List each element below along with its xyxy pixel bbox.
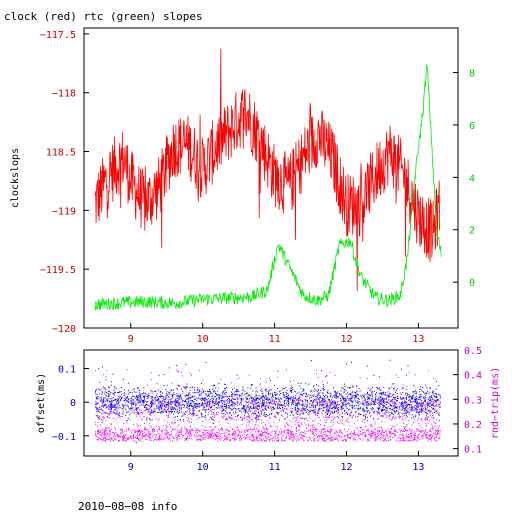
top-plot-area xyxy=(94,48,442,311)
top-x-tick-label: 10 xyxy=(197,334,209,345)
roundtrip-scatter-points xyxy=(94,369,441,442)
clock-slope-series xyxy=(94,48,440,292)
top-y2-tick-label: 4 xyxy=(469,173,475,184)
bottom-y2-tick-label: 0.1 xyxy=(464,445,482,456)
bottom-plot-frame xyxy=(83,349,459,457)
bottom-axes: 9 10 11 12 13 0.1 0 −0.1 0.1 0.2 0.3 0.4 0.5 xyxy=(52,346,482,473)
rtc-slope-series xyxy=(94,64,442,311)
offset-scatter-points xyxy=(94,359,441,444)
bottom-x-tick-label: 10 xyxy=(197,462,209,473)
bottom-x-tick-label: 9 xyxy=(128,462,134,473)
bottom-y-tick-label: −0.1 xyxy=(52,432,76,443)
bottom-y2-tick-label: 0.2 xyxy=(464,420,482,431)
top-x-tick-label: 11 xyxy=(269,334,281,345)
top-y2-tick-label: 0 xyxy=(469,278,475,289)
bottom-x-tick-label: 13 xyxy=(412,462,424,473)
top-y-tick-label: −119.5 xyxy=(40,265,76,276)
footer-date-info: 2010−08−08 info xyxy=(78,500,177,512)
top-y-axis-label: clockslops xyxy=(10,148,21,208)
top-y-tick-label: 118.5 xyxy=(46,148,76,159)
bottom-y-tick-label: 0 xyxy=(70,398,76,409)
bottom-x-tick-label: 12 xyxy=(340,462,352,473)
top-panel: clock (red) rtc (green) slopes 9 10 11 12 13… xyxy=(4,10,475,345)
bottom-y-tick-label: 0.1 xyxy=(58,365,76,376)
bottom-y2-tick-label: 0.3 xyxy=(464,395,482,406)
top-x-tick-label: 12 xyxy=(340,334,352,345)
bottom-y2-tick-label: 0.4 xyxy=(464,371,482,382)
bottom-panel: 9 10 11 12 13 0.1 0 −0.1 0.1 0.2 0.3 0.4 0.5 offset(… xyxy=(36,346,501,473)
top-y-tick-label: −118 xyxy=(52,89,76,100)
top-y-tick-label: −117.5 xyxy=(40,30,76,41)
top-y2-tick-label: 6 xyxy=(469,121,475,132)
top-chart-title: clock (red) rtc (green) slopes xyxy=(4,10,203,23)
top-y-tick-label: −120 xyxy=(52,324,76,335)
top-y2-tick-label: 2 xyxy=(469,226,475,237)
bottom-y2-tick-label: 0.5 xyxy=(464,346,482,357)
top-y2-tick-label: 8 xyxy=(469,69,475,80)
bottom-x-tick-label: 11 xyxy=(269,462,281,473)
top-x-tick-label: 9 xyxy=(128,334,134,345)
top-y-tick-label: −119 xyxy=(52,206,76,217)
top-plot-frame xyxy=(83,27,459,329)
top-x-tick-label: 13 xyxy=(412,334,424,345)
bottom-plot-area xyxy=(94,359,441,444)
bottom-right-y-axis-label: rnd−trip(ms) xyxy=(490,367,501,439)
top-axes: 9 10 11 12 13 −120 −119.5 −119 118.5 −118 −117.5 0 2… xyxy=(40,30,475,345)
bottom-left-y-axis-label: offset(ms) xyxy=(36,373,47,433)
